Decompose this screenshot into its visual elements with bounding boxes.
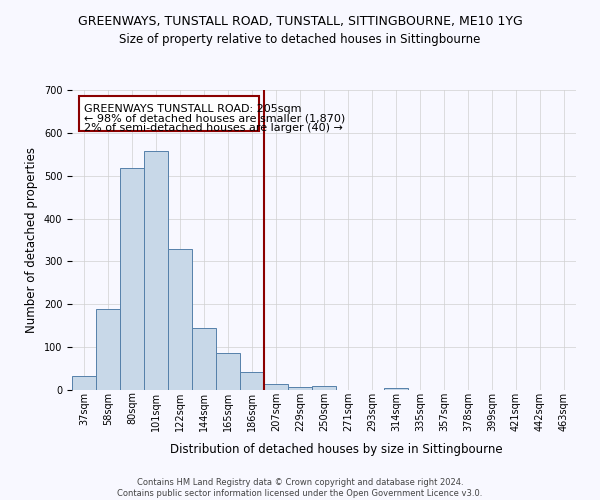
Text: GREENWAYS, TUNSTALL ROAD, TUNSTALL, SITTINGBOURNE, ME10 1YG: GREENWAYS, TUNSTALL ROAD, TUNSTALL, SITT… bbox=[77, 15, 523, 28]
Text: Contains HM Land Registry data © Crown copyright and database right 2024.
Contai: Contains HM Land Registry data © Crown c… bbox=[118, 478, 482, 498]
Bar bbox=[384, 388, 408, 390]
Bar bbox=[144, 152, 168, 390]
Bar bbox=[216, 352, 240, 390]
Text: 2% of semi-detached houses are larger (40) →: 2% of semi-detached houses are larger (4… bbox=[84, 124, 343, 134]
Bar bbox=[312, 386, 336, 390]
Text: GREENWAYS TUNSTALL ROAD: 205sqm: GREENWAYS TUNSTALL ROAD: 205sqm bbox=[84, 104, 302, 114]
Bar bbox=[264, 384, 288, 390]
Text: ← 98% of detached houses are smaller (1,870): ← 98% of detached houses are smaller (1,… bbox=[84, 114, 345, 124]
FancyBboxPatch shape bbox=[79, 96, 259, 130]
Bar bbox=[168, 248, 192, 390]
Bar bbox=[288, 386, 312, 390]
Bar bbox=[120, 168, 144, 390]
Bar bbox=[192, 328, 216, 390]
Bar bbox=[240, 372, 264, 390]
Bar bbox=[96, 308, 120, 390]
Text: Size of property relative to detached houses in Sittingbourne: Size of property relative to detached ho… bbox=[119, 32, 481, 46]
Text: Distribution of detached houses by size in Sittingbourne: Distribution of detached houses by size … bbox=[170, 442, 502, 456]
Y-axis label: Number of detached properties: Number of detached properties bbox=[25, 147, 38, 333]
Bar bbox=[72, 376, 96, 390]
